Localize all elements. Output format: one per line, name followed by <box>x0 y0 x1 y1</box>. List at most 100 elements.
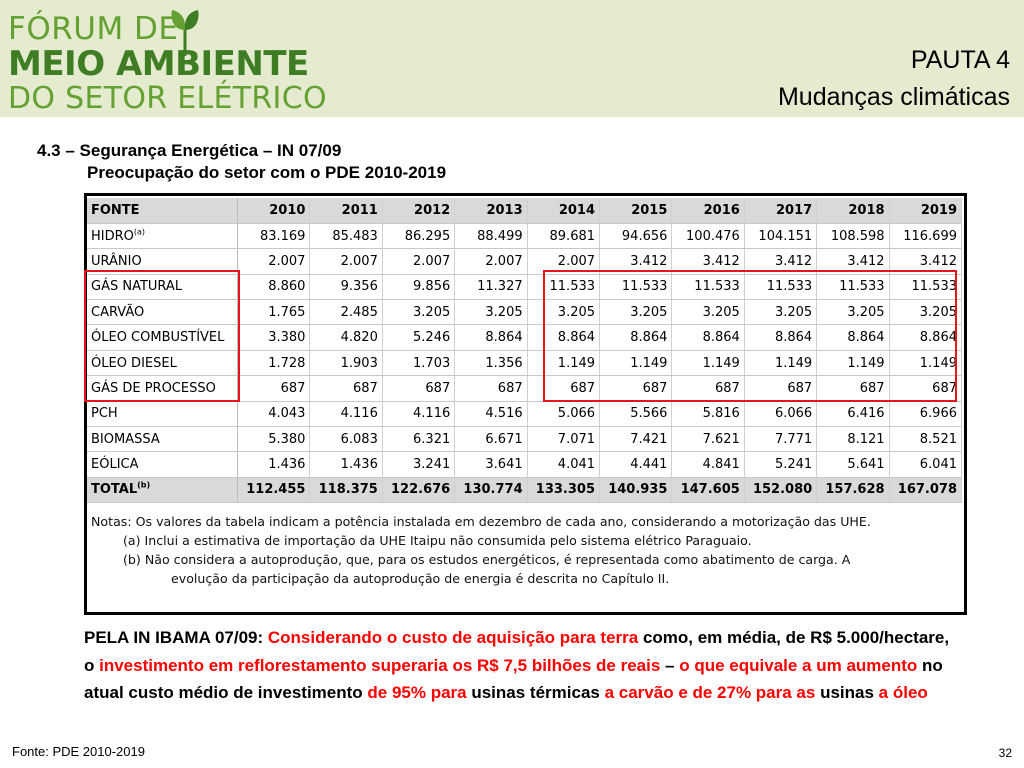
row-label-text: HIDRO <box>91 228 134 244</box>
table-cell: 1.149 <box>527 350 601 377</box>
row-label-footnote: (a) <box>133 227 146 237</box>
row-label-text: CARVÃO <box>91 304 145 320</box>
para-span-5: – <box>660 655 680 675</box>
row-label: TOTAL(b) <box>87 477 239 504</box>
table-cell: 8.864 <box>527 324 601 351</box>
para-span-8: de 95% para <box>367 683 467 702</box>
table-frame: FONTE 2010 2011 2012 2013 2014 2015 2016 2017 20… <box>84 193 967 615</box>
table-cell: 3.205 <box>599 299 673 326</box>
table-cell: 11.533 <box>744 274 818 301</box>
table-cell: 1.356 <box>454 350 528 377</box>
row-label: PCH <box>87 401 239 428</box>
table-header-row: FONTE 2010 2011 2012 2013 2014 2015 2016 2017 20… <box>87 198 963 224</box>
source-footnote: Fonte: PDE 2010-2019 <box>12 744 145 759</box>
ibama-paragraph: PELA IN IBAMA 07/09: Considerando o cust… <box>84 624 964 707</box>
table-notes: Notas: Os valores da tabela indicam a po… <box>91 512 963 588</box>
table-cell: 7.621 <box>671 426 745 453</box>
notes-intro: Notas: Os valores da tabela indicam a po… <box>91 514 871 529</box>
row-label-text: URÂNIO <box>91 253 142 269</box>
table-cell: 3.205 <box>816 299 890 326</box>
table-cell: 687 <box>382 375 456 402</box>
table-cell: 11.533 <box>816 274 890 301</box>
table-cell: 5.246 <box>382 324 456 351</box>
column-header-year: 2010 <box>237 198 311 224</box>
slide-title-line1: PAUTA 4 <box>910 46 1010 74</box>
table-row: PCH 4.043 4.116 4.116 4.516 5.066 5.566 5.816 6.… <box>87 401 963 428</box>
table-cell: 9.856 <box>382 274 456 301</box>
table-row: EÓLICA 1.436 1.436 3.241 3.641 4.041 4.441 4.84… <box>87 451 963 478</box>
column-header-year: 2012 <box>382 198 456 224</box>
row-label-text: BIOMASSA <box>91 431 160 447</box>
table-cell: 3.241 <box>382 451 456 478</box>
table-cell: 8.521 <box>889 426 963 453</box>
header-band: FÓRUM DE MEIO AMBIENTE DO SETOR ELÉTRICO… <box>0 0 1024 117</box>
table-cell: 6.083 <box>309 426 383 453</box>
table-row: ÓLEO COMBUSTÍVEL 3.380 4.820 5.246 8.864 8.86… <box>87 324 963 351</box>
table-cell: 6.321 <box>382 426 456 453</box>
table-cell: 4.116 <box>309 401 383 428</box>
table-row: CARVÃO 1.765 2.485 3.205 3.205 3.205 3.205 3.20… <box>87 299 963 326</box>
table-cell: 687 <box>744 375 818 402</box>
table-cell: 687 <box>237 375 311 402</box>
table-cell: 3.205 <box>744 299 818 326</box>
table-row: HIDRO(a) 83.169 85.483 86.295 88.499 89.681 94… <box>87 223 963 250</box>
table-cell: 3.641 <box>454 451 528 478</box>
slide-title-line2: Mudanças climáticas <box>777 83 1010 111</box>
para-span-12: a óleo <box>878 683 928 702</box>
table-row: GÁS NATURAL 8.860 9.356 9.856 11.327 11.533 11… <box>87 274 963 301</box>
table-row: BIOMASSA 5.380 6.083 6.321 6.671 7.071 7.421 7.… <box>87 426 963 453</box>
table-cell: 140.935 <box>599 477 673 504</box>
table-cell: 2.007 <box>454 248 528 275</box>
table-cell: 5.380 <box>237 426 311 453</box>
table-cell: 147.605 <box>671 477 745 504</box>
column-header-fonte: FONTE <box>87 198 239 224</box>
table-cell: 1.149 <box>816 350 890 377</box>
table-cell: 112.455 <box>237 477 311 504</box>
table-cell: 8.864 <box>744 324 818 351</box>
table-cell: 11.327 <box>454 274 528 301</box>
row-label-text: ÓLEO DIESEL <box>91 355 177 371</box>
logo-line-3: DO SETOR ELÉTRICO <box>8 81 327 116</box>
row-label-text: EÓLICA <box>91 457 139 473</box>
table-cell: 1.149 <box>744 350 818 377</box>
table-cell: 3.205 <box>889 299 963 326</box>
table-cell: 5.241 <box>744 451 818 478</box>
row-label: BIOMASSA <box>87 426 239 453</box>
table-cell: 5.066 <box>527 401 601 428</box>
table-cell: 2.485 <box>309 299 383 326</box>
subtitle-line2: Preocupação do setor com o PDE 2010-2019 <box>87 163 447 182</box>
row-label: ÓLEO DIESEL <box>87 350 239 377</box>
row-label-text: ÓLEO COMBUSTÍVEL <box>91 330 225 346</box>
table-cell: 6.966 <box>889 401 963 428</box>
table-cell: 167.078 <box>889 477 963 504</box>
row-label: EÓLICA <box>87 451 239 478</box>
table-cell: 6.416 <box>816 401 890 428</box>
table-cell: 2.007 <box>237 248 311 275</box>
table-cell: 8.864 <box>454 324 528 351</box>
table-cell: 88.499 <box>454 223 528 250</box>
column-header-year: 2013 <box>454 198 528 224</box>
row-label-text: TOTAL <box>91 482 138 498</box>
table-cell: 1.703 <box>382 350 456 377</box>
para-span-6: o que equivale a um aumento <box>679 655 918 675</box>
table-cell: 5.566 <box>599 401 673 428</box>
column-header-year: 2014 <box>527 198 601 224</box>
table-cell: 3.380 <box>237 324 311 351</box>
page-number: 32 <box>998 746 1012 760</box>
table-cell: 3.205 <box>527 299 601 326</box>
logo-line-2: MEIO AMBIENTE <box>8 44 309 84</box>
para-span-10: a carvão e de 27% para as <box>604 683 816 702</box>
table-cell: 2.007 <box>309 248 383 275</box>
table-cell: 4.043 <box>237 401 311 428</box>
row-label: HIDRO(a) <box>87 223 239 250</box>
highlight-box-fuel-labels <box>84 270 240 402</box>
table-cell: 1.149 <box>671 350 745 377</box>
table-cell: 130.774 <box>454 477 528 504</box>
table-cell: 116.699 <box>889 223 963 250</box>
table-cell: 118.375 <box>309 477 383 504</box>
logo-line-1: FÓRUM DE <box>8 11 179 47</box>
row-label-footnote: (b) <box>137 481 151 491</box>
row-label: GÁS NATURAL <box>87 274 239 301</box>
table-cell: 7.771 <box>744 426 818 453</box>
table-cell: 122.676 <box>382 477 456 504</box>
